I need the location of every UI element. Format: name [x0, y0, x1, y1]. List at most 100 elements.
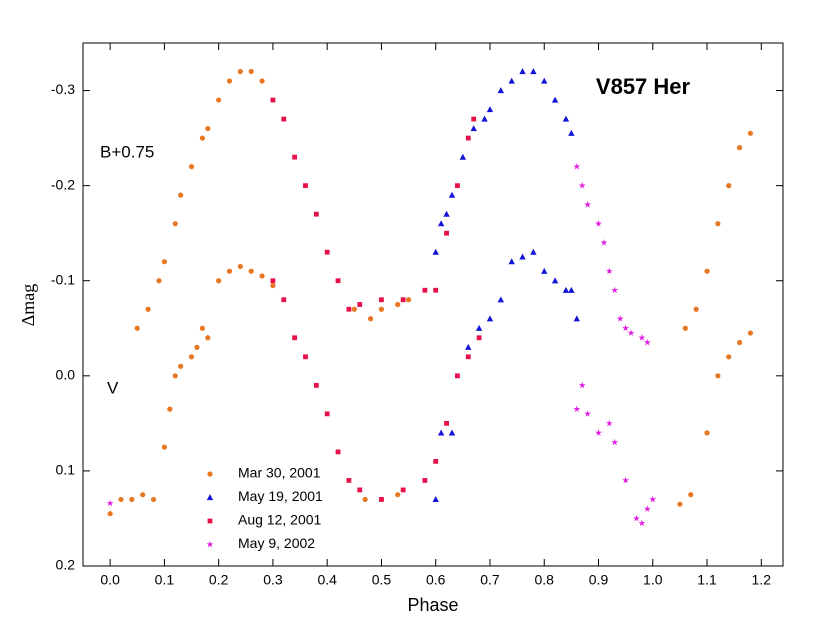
data-point	[736, 339, 743, 346]
data-point	[324, 411, 330, 417]
data-point	[422, 478, 428, 483]
data-point	[595, 429, 602, 436]
data-point	[519, 253, 526, 260]
data-point	[357, 302, 363, 307]
chart-title: V857 Her	[596, 74, 691, 99]
data-point	[605, 419, 613, 427]
data-point	[188, 354, 195, 360]
data-point	[465, 343, 472, 350]
data-point	[395, 301, 401, 308]
data-point	[633, 514, 640, 522]
data-point	[508, 77, 515, 84]
data-point	[140, 492, 146, 498]
x-tick-label: 0.7	[480, 572, 500, 588]
data-point	[248, 268, 254, 274]
data-point	[178, 192, 184, 198]
annotation: V	[107, 378, 119, 397]
x-tick-label: 1.0	[643, 572, 663, 588]
data-point	[167, 406, 173, 412]
data-point	[281, 297, 287, 303]
data-point	[475, 324, 483, 331]
data-point	[595, 220, 602, 227]
data-point	[573, 405, 581, 413]
data-point	[627, 329, 635, 336]
data-point	[541, 77, 548, 84]
data-point	[129, 496, 135, 503]
data-point	[530, 68, 537, 75]
data-point	[194, 344, 200, 350]
data-point	[611, 286, 619, 294]
y-tick-label: -0.2	[51, 176, 75, 192]
data-point	[134, 325, 140, 331]
data-point	[541, 267, 548, 274]
data-point	[107, 511, 113, 517]
data-point	[688, 492, 694, 498]
data-point	[145, 306, 151, 312]
data-point	[150, 496, 157, 503]
data-point	[562, 286, 570, 293]
data-point	[465, 135, 471, 141]
data-point	[643, 338, 651, 346]
data-point	[367, 316, 374, 322]
data-point	[471, 116, 477, 122]
data-point	[400, 297, 406, 303]
data-point	[573, 315, 580, 322]
y-tick-label: 0.1	[56, 462, 76, 478]
data-point	[605, 267, 613, 275]
data-point	[379, 497, 384, 502]
data-point	[313, 382, 319, 388]
data-point	[530, 248, 537, 255]
data-point	[444, 420, 449, 426]
data-point	[486, 106, 494, 113]
data-point	[578, 182, 586, 189]
data-point	[481, 115, 488, 122]
data-point	[584, 410, 592, 417]
data-point	[259, 78, 265, 84]
data-point	[405, 297, 412, 303]
data-point	[292, 154, 298, 160]
data-point	[205, 335, 211, 341]
data-point	[161, 444, 167, 450]
data-point	[199, 135, 205, 141]
data-point	[400, 487, 406, 493]
data-point	[715, 221, 721, 227]
data-point	[106, 499, 114, 507]
annotation: B+0.75	[100, 142, 154, 161]
legend-marker	[206, 494, 214, 501]
legend-label: May 9, 2002	[238, 535, 315, 551]
data-point	[303, 183, 308, 189]
x-axis-label: Phase	[407, 595, 458, 615]
data-point	[226, 78, 233, 84]
data-point	[568, 129, 575, 136]
data-point	[638, 334, 646, 341]
data-point	[313, 211, 319, 217]
legend-label: Mar 30, 2001	[238, 465, 321, 481]
data-point	[622, 476, 630, 484]
data-point	[649, 495, 657, 503]
data-point	[351, 306, 357, 312]
data-point	[292, 335, 298, 341]
data-point	[476, 335, 482, 341]
data-point	[715, 373, 721, 379]
data-point	[335, 449, 341, 455]
data-point	[508, 258, 515, 265]
data-point	[379, 297, 384, 303]
data-point	[578, 381, 586, 389]
data-point	[682, 325, 688, 331]
data-point	[638, 519, 646, 527]
data-point	[704, 430, 710, 436]
data-point	[395, 492, 401, 498]
data-point	[259, 273, 265, 279]
data-point	[465, 354, 471, 360]
data-point	[335, 278, 341, 284]
data-point	[622, 324, 630, 332]
x-tick-label: 0.1	[155, 572, 175, 588]
data-point	[519, 68, 526, 75]
legend-marker	[206, 540, 214, 548]
data-point	[433, 459, 439, 464]
x-tick-label: 0.0	[100, 572, 120, 588]
data-point	[551, 96, 559, 103]
data-point	[303, 354, 308, 360]
data-point	[470, 125, 477, 132]
